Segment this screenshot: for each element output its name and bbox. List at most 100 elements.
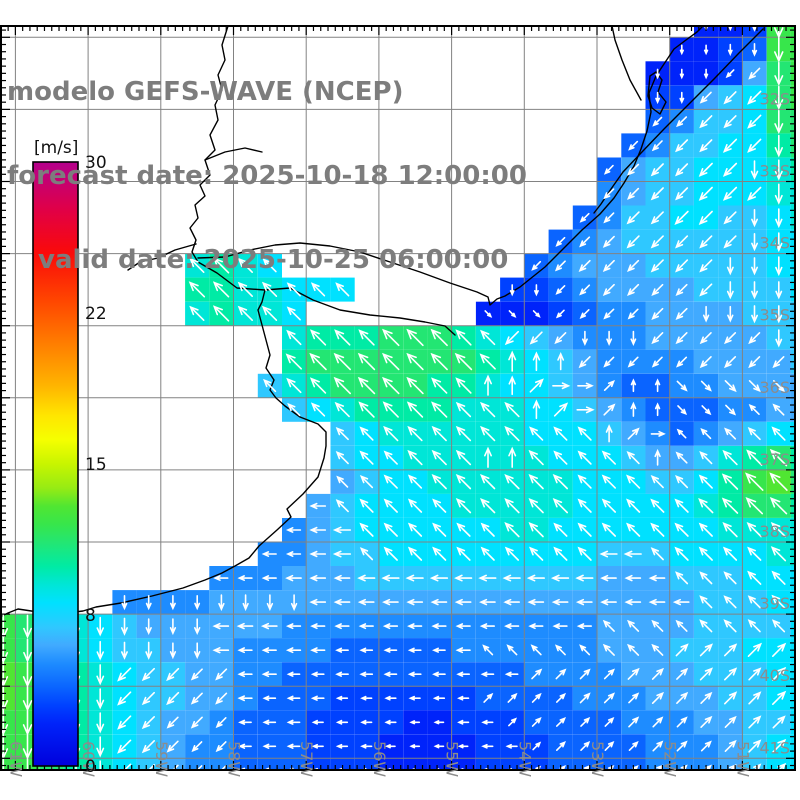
wave-direction-arrow [698, 474, 713, 489]
wave-direction-arrow [431, 473, 447, 490]
latitude-label: 40S [759, 666, 790, 685]
wave-direction-arrow [699, 283, 713, 297]
wave-direction-arrow [335, 647, 349, 653]
wave-direction-arrow [774, 159, 783, 181]
wave-direction-arrow [286, 743, 301, 749]
wave-direction-arrow [577, 522, 592, 537]
wave-direction-arrow [675, 139, 689, 153]
wave-direction-arrow [555, 668, 567, 680]
wave-direction-arrow [722, 186, 738, 201]
wave-direction-arrow [602, 643, 615, 656]
wave-direction-arrow [309, 502, 327, 510]
wave-direction-arrow [504, 401, 520, 418]
wave-cell [403, 758, 428, 770]
wave-direction-arrow [745, 472, 764, 491]
wave-direction-arrow [527, 598, 545, 606]
wave-direction-arrow [601, 474, 616, 489]
wave-direction-arrow [242, 594, 249, 612]
wave-direction-arrow [194, 618, 201, 636]
colorbar-tick-label: 8 [85, 606, 96, 626]
latitude-label: 39S [759, 594, 790, 613]
wave-direction-arrow [723, 571, 737, 585]
wave-direction-arrow [261, 575, 277, 581]
longitude-label: 56W [370, 741, 389, 777]
wave-direction-arrow [699, 667, 714, 681]
wave-direction-arrow [360, 743, 373, 749]
wave-cell [1, 614, 16, 639]
map-title-valid-date: valid date: 2025-10-25 06:00:00 [38, 245, 509, 275]
longitude-label: 55W [443, 741, 462, 777]
wave-direction-arrow [675, 474, 689, 489]
wave-direction-arrow [650, 235, 664, 249]
wave-direction-arrow [504, 521, 520, 538]
wave-direction-arrow [266, 594, 274, 612]
wave-direction-arrow [99, 760, 101, 770]
wave-direction-arrow [700, 380, 712, 392]
wave-direction-arrow [529, 378, 544, 393]
wave-direction-arrow [627, 283, 640, 296]
wave-cell [427, 758, 452, 770]
wave-direction-arrow [262, 695, 277, 701]
wave-direction-arrow [552, 498, 568, 514]
wave-direction-arrow [726, 257, 734, 276]
wave-direction-arrow [748, 715, 762, 729]
coastline-path [189, 26, 456, 336]
wave-direction-arrow [676, 716, 688, 728]
wave-direction-arrow [722, 138, 738, 153]
wave-direction-arrow [406, 598, 424, 606]
wave-direction-arrow [508, 350, 517, 372]
wave-cell [524, 758, 549, 770]
wave-direction-arrow [699, 235, 713, 249]
wave-direction-arrow [769, 448, 788, 467]
wave-direction-arrow [725, 404, 737, 416]
wave-direction-arrow [455, 647, 471, 654]
wave-direction-arrow [771, 570, 786, 585]
wave-direction-arrow [528, 623, 544, 630]
wave-direction-arrow [508, 375, 516, 396]
wave-direction-arrow [699, 139, 713, 153]
wave-direction-arrow [407, 647, 422, 653]
wave-direction-arrow [357, 598, 375, 606]
wave-direction-arrow [333, 352, 351, 371]
wave-direction-arrow [144, 764, 155, 770]
wave-direction-arrow [359, 671, 374, 677]
wave-direction-arrow [236, 622, 254, 630]
wave-direction-arrow [238, 743, 252, 749]
wave-direction-arrow [748, 403, 760, 415]
wave-direction-arrow [385, 744, 396, 749]
wave-direction-arrow [627, 643, 640, 656]
wave-direction-arrow [747, 619, 761, 633]
wave-direction-arrow [121, 641, 128, 660]
wave-direction-arrow [624, 598, 642, 606]
wave-direction-arrow [775, 305, 783, 324]
wave-direction-arrow [722, 521, 738, 538]
wave-direction-arrow [358, 329, 375, 346]
wave-direction-arrow [23, 614, 32, 639]
wave-cell [330, 758, 355, 770]
wave-direction-arrow [432, 695, 446, 701]
wave-direction-arrow [606, 330, 613, 346]
wave-direction-arrow [651, 691, 664, 704]
wave-direction-arrow [454, 598, 472, 606]
wave-direction-arrow [359, 547, 374, 561]
wave-direction-arrow [237, 695, 253, 702]
wave-cell [790, 542, 795, 566]
wave-direction-arrow [508, 446, 517, 468]
wave-direction-arrow [335, 282, 350, 297]
wave-direction-arrow [478, 574, 497, 582]
wave-direction-arrow [553, 450, 568, 465]
wave-direction-arrow [121, 595, 128, 611]
wave-direction-arrow [286, 306, 301, 321]
wave-direction-arrow [483, 692, 494, 703]
wave-direction-arrow [727, 43, 733, 57]
wave-direction-arrow [407, 546, 423, 561]
wave-direction-arrow [22, 734, 33, 760]
wave-direction-arrow [577, 474, 592, 489]
coastline-path [1, 289, 327, 618]
colorbar-unit-label: [m/s] [34, 138, 78, 158]
wave-cell [475, 758, 501, 770]
wave-direction-arrow [769, 472, 788, 491]
wave-direction-arrow [262, 258, 277, 273]
